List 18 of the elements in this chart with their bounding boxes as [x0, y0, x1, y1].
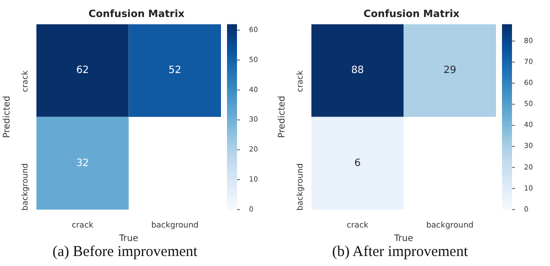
data-label: 29 [443, 65, 456, 76]
x-tick-label: crack [72, 220, 94, 230]
y-axis-title: Predicted [2, 96, 13, 138]
x-axis-title: True [393, 234, 414, 244]
text: (a) Before improvement [52, 244, 198, 261]
x-tick-label: crack [346, 220, 369, 230]
x-tick-label: background [426, 220, 474, 230]
x-tick-label: background [151, 220, 199, 230]
chart-title: Confusion Matrix [88, 8, 186, 20]
data-label: 6 [354, 158, 361, 169]
text: (b) After improvement [331, 244, 469, 261]
data-label: 88 [351, 65, 364, 76]
chart-title: Confusion Matrix [364, 8, 460, 20]
data-label: 62 [76, 65, 89, 76]
data-label: 52 [168, 65, 182, 76]
data-label: 32 [76, 158, 89, 169]
y-axis-title: Predicted [278, 96, 288, 138]
x-axis-title: True [118, 234, 139, 244]
